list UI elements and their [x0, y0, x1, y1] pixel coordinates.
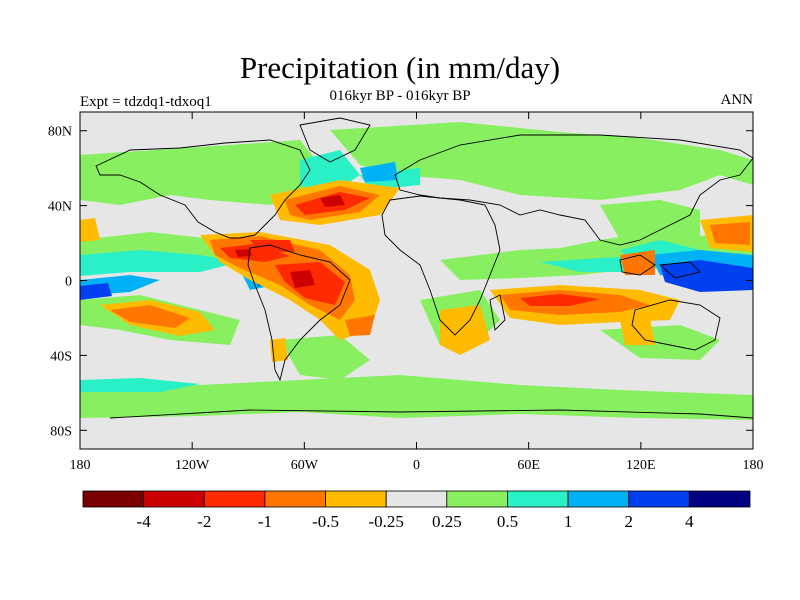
colorbar-swatch	[143, 490, 205, 508]
lat-tick-label: 40N	[48, 200, 72, 215]
lat-tick-label: 80S	[50, 424, 72, 439]
negative-very-strong-layer	[235, 195, 345, 288]
colorbar-label: 0.5	[497, 512, 518, 531]
lon-tick-label: 180	[70, 458, 91, 473]
colorbar-swatch	[203, 490, 266, 508]
longitude-axis: 180 120W 60W 0 60E 120E 180	[70, 112, 764, 473]
experiment-label: Expt = tdzdq1-tdxoq1	[80, 94, 212, 110]
lat-tick-label: 80N	[48, 125, 72, 140]
colorbar-label: 4	[685, 512, 694, 531]
positive-anomaly-layer	[80, 122, 753, 420]
map-area	[80, 112, 753, 449]
colorbar-swatch	[264, 490, 326, 508]
colorbar: -4 -2 -1 -0.5 -0.25 0.25 0.5 1 2 4	[82, 490, 751, 531]
colorbar-swatch	[567, 490, 630, 508]
colorbar-label: 1	[564, 512, 573, 531]
lat-tick-label: 0	[65, 275, 72, 290]
lon-tick-label: 120W	[175, 458, 210, 473]
lon-tick-label: 0	[413, 458, 420, 473]
colorbar-swatch	[688, 490, 751, 508]
season-label: ANN	[720, 92, 754, 108]
colorbar-swatch	[446, 490, 508, 508]
colorbar-label: -2	[197, 512, 211, 531]
colorbar-label: -0.5	[312, 512, 339, 531]
coastlines	[95, 117, 753, 419]
latitude-axis: 80N 40N 0 40S 80S	[48, 125, 753, 439]
colorbar-label: -4	[137, 512, 152, 531]
lon-tick-label: 180	[743, 458, 764, 473]
colorbar-swatch	[82, 490, 145, 508]
colorbar-label: 0.25	[432, 512, 462, 531]
lat-tick-label: 40S	[50, 349, 72, 364]
colorbar-swatch	[628, 490, 690, 508]
colorbar-label: 2	[624, 512, 633, 531]
colorbar-swatch	[507, 490, 569, 508]
map-subtitle: 016kyr BP - 016kyr BP	[329, 88, 471, 104]
map-title: Precipitation (in mm/day)	[239, 50, 561, 85]
colorbar-swatch	[325, 490, 387, 508]
colorbar-swatch	[385, 490, 448, 508]
lon-tick-label: 60W	[291, 458, 319, 473]
lon-tick-label: 60E	[517, 458, 540, 473]
colorbar-label: -1	[258, 512, 272, 531]
lon-tick-label: 120E	[626, 458, 656, 473]
colorbar-label: -0.25	[368, 512, 403, 531]
